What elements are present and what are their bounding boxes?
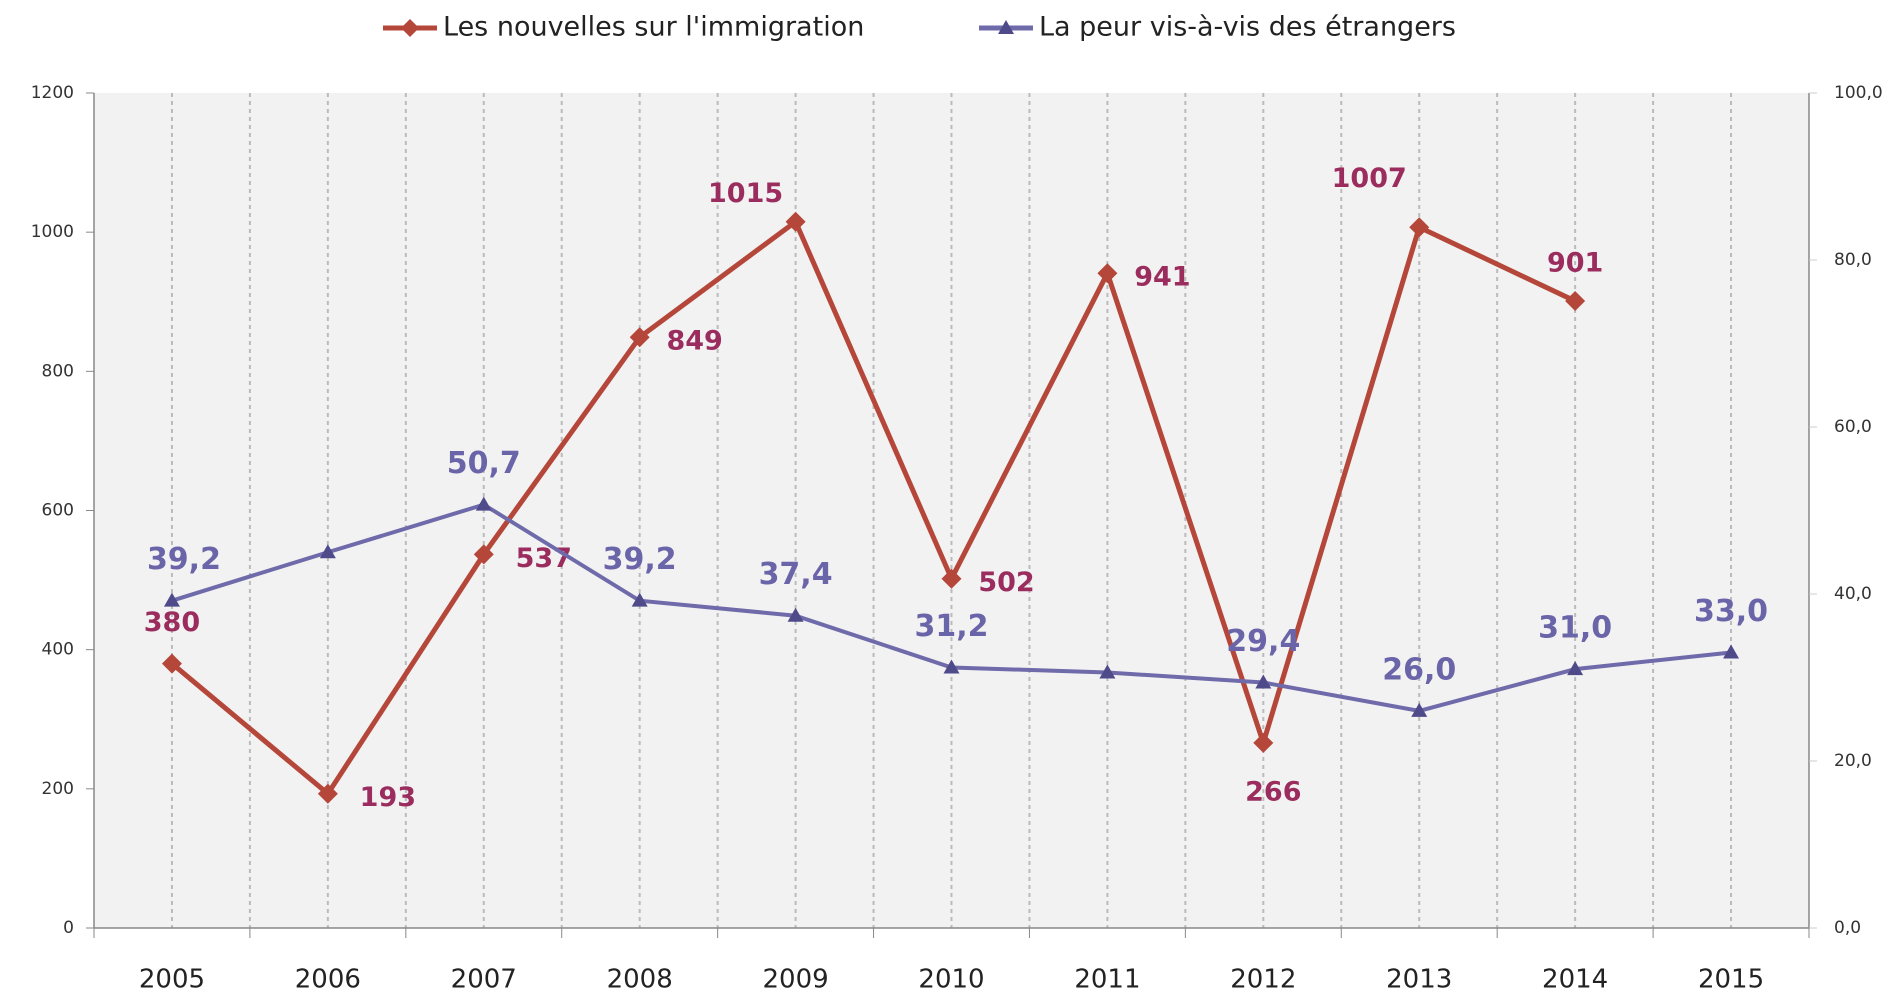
marker: [941, 568, 962, 589]
y-tick-label: 1000: [31, 222, 74, 242]
data-label: 1007: [1332, 163, 1407, 194]
x-tick-label: 2008: [607, 965, 673, 995]
marker: [787, 607, 804, 622]
marker: [161, 653, 182, 674]
marker: [631, 592, 648, 607]
x-tick-label: 2007: [451, 965, 517, 995]
marker: [1097, 263, 1118, 284]
data-label: 33,0: [1694, 594, 1768, 629]
x-tick-label: 2015: [1698, 965, 1764, 995]
y-tick-label: 200: [42, 779, 74, 799]
data-label: 537: [516, 543, 572, 574]
y-tick-label: 600: [42, 501, 74, 521]
y-tick-label: 800: [42, 361, 74, 381]
data-label: 266: [1245, 776, 1301, 807]
marker: [475, 496, 492, 511]
marker: [317, 783, 338, 804]
y-tick-label: 1200: [31, 83, 74, 103]
data-label: 941: [1134, 262, 1190, 293]
y2-tick-label: 80,0: [1834, 250, 1872, 270]
data-label: 1015: [708, 178, 783, 209]
legend-marker: [401, 19, 419, 37]
y2-tick-label: 100,0: [1834, 83, 1883, 103]
x-tick-label: 2012: [1230, 965, 1296, 995]
marker: [319, 544, 336, 559]
y2-tick-label: 0,0: [1834, 918, 1861, 938]
data-label: 31,2: [914, 609, 988, 644]
legend-label: La peur vis-à-vis des étrangers: [1039, 12, 1456, 43]
x-tick-label: 2011: [1074, 965, 1140, 995]
marker: [785, 211, 806, 232]
data-label: 39,2: [603, 542, 677, 577]
x-tick-label: 2009: [763, 965, 829, 995]
marker: [629, 327, 650, 348]
marker: [1565, 291, 1586, 312]
y2-tick-label: 60,0: [1834, 417, 1872, 437]
data-label: 193: [360, 782, 416, 813]
legend-marker: [998, 20, 1014, 34]
data-label: 29,4: [1226, 624, 1300, 659]
legend-label: Les nouvelles sur l'immigration: [443, 12, 864, 43]
x-tick-label: 2013: [1386, 965, 1452, 995]
series-line: [170, 217, 1577, 798]
data-label: 39,2: [147, 542, 221, 577]
data-label: 26,0: [1382, 652, 1456, 687]
data-label: 502: [978, 567, 1034, 598]
data-label: 31,0: [1538, 611, 1612, 646]
data-label: 37,4: [759, 557, 833, 592]
marker: [1567, 661, 1584, 676]
marker: [1255, 674, 1272, 689]
marker: [1253, 732, 1274, 753]
marker: [473, 544, 494, 565]
data-label: 901: [1547, 248, 1603, 279]
y2-tick-label: 40,0: [1834, 584, 1872, 604]
y2-tick-label: 20,0: [1834, 751, 1872, 771]
marker: [163, 592, 180, 607]
marker: [1409, 217, 1430, 238]
data-label: 849: [666, 326, 722, 357]
x-tick-label: 2006: [295, 965, 361, 995]
y-tick-label: 0: [63, 918, 74, 938]
data-label: 50,7: [447, 446, 521, 481]
marker: [1099, 664, 1116, 679]
y-tick-label: 400: [42, 640, 74, 660]
marker: [943, 659, 960, 674]
x-tick-label: 2010: [918, 965, 984, 995]
marker: [1411, 702, 1428, 717]
x-tick-label: 2014: [1542, 965, 1608, 995]
marker: [1723, 644, 1740, 659]
data-label: 380: [144, 607, 200, 638]
x-tick-label: 2005: [139, 965, 205, 995]
